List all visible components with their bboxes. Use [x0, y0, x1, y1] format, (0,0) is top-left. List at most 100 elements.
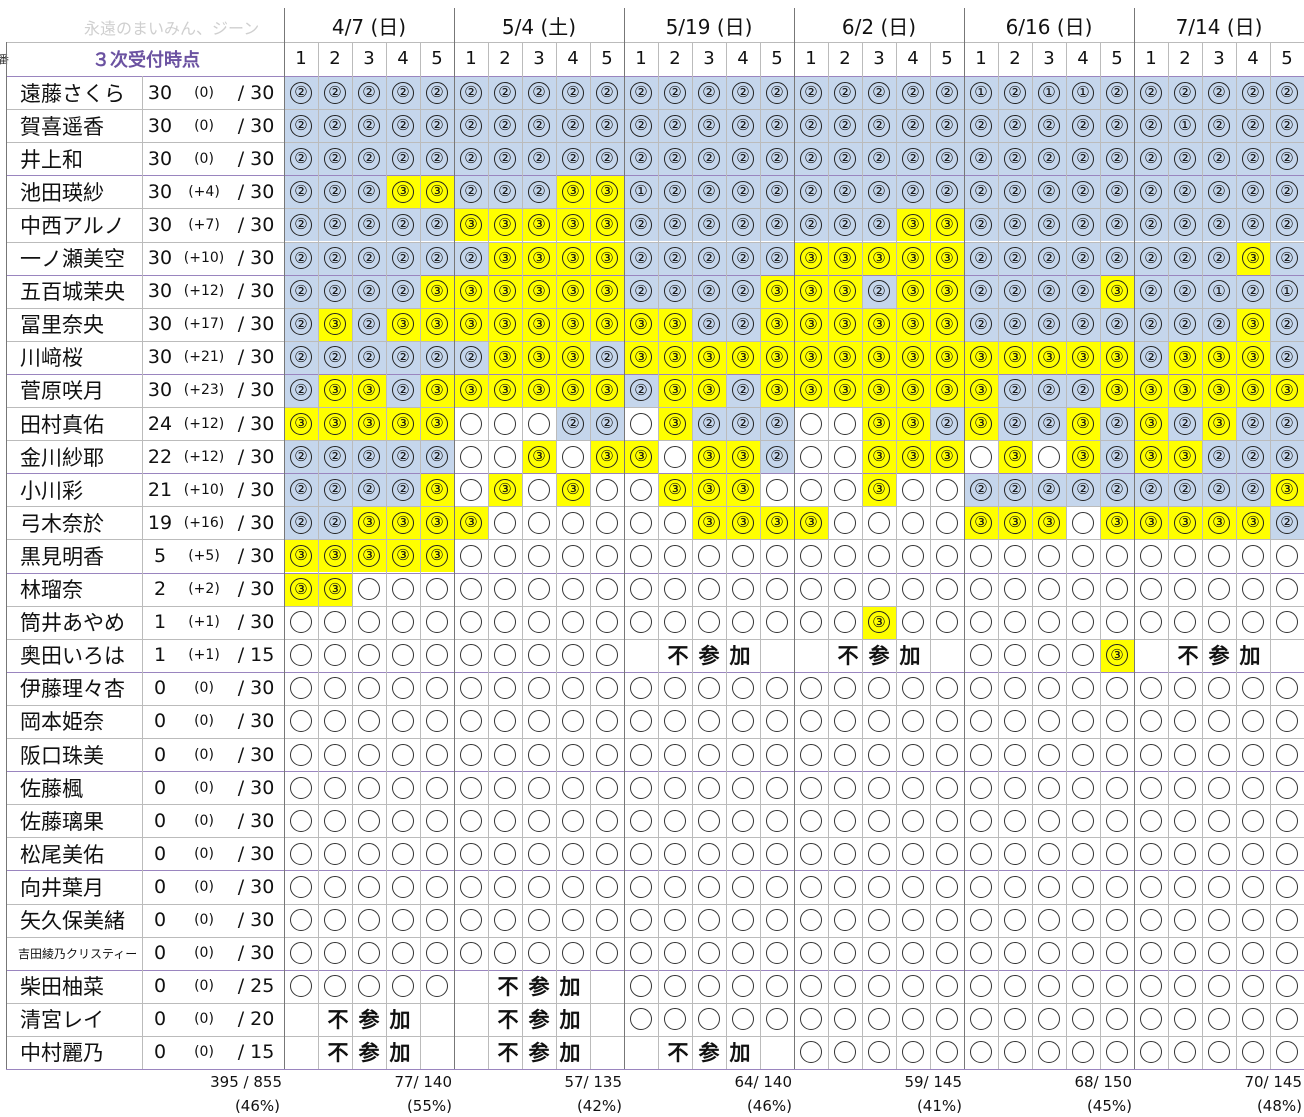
circled-number-3: ③ — [868, 445, 890, 468]
sheet-title: ３次受付時点 — [92, 50, 200, 71]
empty-circle-icon — [392, 809, 414, 832]
mark-cell: ② — [1202, 175, 1236, 209]
game-number-header: 1 — [295, 47, 307, 69]
grid-line — [1236, 42, 1237, 1069]
empty-circle-icon — [1072, 710, 1094, 733]
circled-number-2: ② — [324, 147, 346, 170]
mark-cell — [726, 573, 760, 606]
absent-label-char: 不 — [667, 1041, 689, 1066]
circled-number-3: ③ — [358, 379, 380, 402]
mark-cell — [930, 804, 964, 837]
game-number-header: 2 — [1179, 47, 1191, 69]
mark-cell — [1270, 738, 1304, 771]
circled-number-2: ② — [1208, 445, 1230, 468]
empty-circle-icon — [392, 942, 414, 965]
circled-number-2: ② — [1004, 412, 1026, 435]
empty-circle-icon — [970, 445, 992, 468]
member-name: 奥田いろは — [20, 644, 125, 669]
empty-circle-icon — [1242, 776, 1264, 799]
mark-cell: ③ — [930, 340, 964, 374]
mark-cell: ② — [1032, 208, 1066, 242]
empty-circle-icon — [1004, 776, 1026, 799]
circled-number-2: ② — [426, 114, 448, 137]
circled-number-2: ② — [834, 147, 856, 170]
mark-cell: ③ — [1100, 340, 1134, 374]
mark-cell: ② — [1202, 208, 1236, 242]
mark-cell — [828, 904, 862, 937]
empty-circle-icon — [664, 942, 686, 965]
count-difference: (0) — [194, 150, 214, 167]
mark-cell — [998, 539, 1032, 572]
circled-number-3: ③ — [970, 346, 992, 369]
empty-circle-icon — [1038, 909, 1060, 932]
mark-cell — [862, 506, 896, 539]
empty-circle-icon — [426, 743, 448, 766]
mark-cell — [1100, 606, 1134, 639]
grid-line — [6, 936, 1304, 938]
mark-cell — [1066, 639, 1100, 672]
empty-circle-icon — [1106, 809, 1128, 832]
mark-cell: ③ — [862, 373, 896, 407]
circled-number-2: ② — [766, 114, 788, 137]
mark-cell — [1066, 738, 1100, 771]
empty-circle-icon — [1276, 710, 1298, 733]
circled-number-2: ② — [868, 114, 890, 137]
empty-circle-icon — [494, 677, 516, 700]
empty-circle-icon — [1106, 1008, 1128, 1031]
empty-circle-icon — [970, 578, 992, 601]
mark-cell — [488, 440, 522, 473]
mark-cell — [658, 937, 692, 970]
mark-cell — [794, 870, 828, 903]
mark-cell: ② — [318, 440, 352, 474]
circled-number-3: ③ — [494, 478, 516, 501]
empty-circle-icon — [902, 975, 924, 998]
mark-cell: ② — [726, 175, 760, 209]
circled-number-2: ② — [732, 379, 754, 402]
game-number-header: 4 — [1247, 47, 1259, 69]
empty-circle-icon — [1140, 1041, 1162, 1064]
circled-number-3: ③ — [630, 346, 652, 369]
mark-cell — [862, 904, 896, 937]
mark-cell — [1168, 804, 1202, 837]
mark-cell: ② — [726, 142, 760, 176]
empty-circle-icon — [1072, 776, 1094, 799]
footer-date-total: 70/ 145 — [1244, 1073, 1302, 1091]
mark-cell — [1032, 573, 1066, 606]
mark-cell: ② — [692, 407, 726, 441]
circled-number-3: ③ — [834, 346, 856, 369]
mark-cell: ③ — [624, 440, 658, 474]
mark-cell — [1066, 1003, 1100, 1036]
empty-circle-icon — [1174, 776, 1196, 799]
mark-cell: ② — [1134, 208, 1168, 242]
empty-circle-icon — [1106, 710, 1128, 733]
count-difference: (+23) — [183, 382, 225, 399]
circled-number-2: ② — [732, 81, 754, 104]
empty-circle-icon — [1242, 809, 1264, 832]
mark-cell: ② — [624, 373, 658, 407]
circled-number-2: ② — [1174, 147, 1196, 170]
mark-cell: ② — [1100, 109, 1134, 143]
empty-circle-icon — [562, 644, 584, 667]
mark-cell — [386, 672, 420, 705]
circled-number-2: ② — [290, 313, 312, 336]
empty-circle-icon — [1072, 1008, 1094, 1031]
empty-circle-icon — [1072, 975, 1094, 998]
circled-number-2: ② — [1038, 478, 1060, 501]
empty-circle-icon — [460, 478, 482, 501]
mark-cell: ② — [998, 373, 1032, 407]
empty-circle-icon — [1004, 909, 1026, 932]
empty-circle-icon — [460, 842, 482, 865]
mark-cell — [998, 1003, 1032, 1036]
empty-circle-icon — [494, 909, 516, 932]
empty-circle-icon — [732, 842, 754, 865]
mark-cell — [828, 1003, 862, 1036]
member-name: 柴田柚菜 — [20, 975, 104, 1000]
mark-cell: ② — [998, 307, 1032, 341]
game-number-header: 5 — [941, 47, 953, 69]
mark-cell — [896, 705, 930, 738]
empty-circle-icon — [664, 842, 686, 865]
mark-cell: ③ — [1100, 506, 1134, 540]
mark-cell: ② — [726, 407, 760, 441]
mark-cell: ② — [488, 142, 522, 176]
empty-circle-icon — [528, 511, 550, 534]
